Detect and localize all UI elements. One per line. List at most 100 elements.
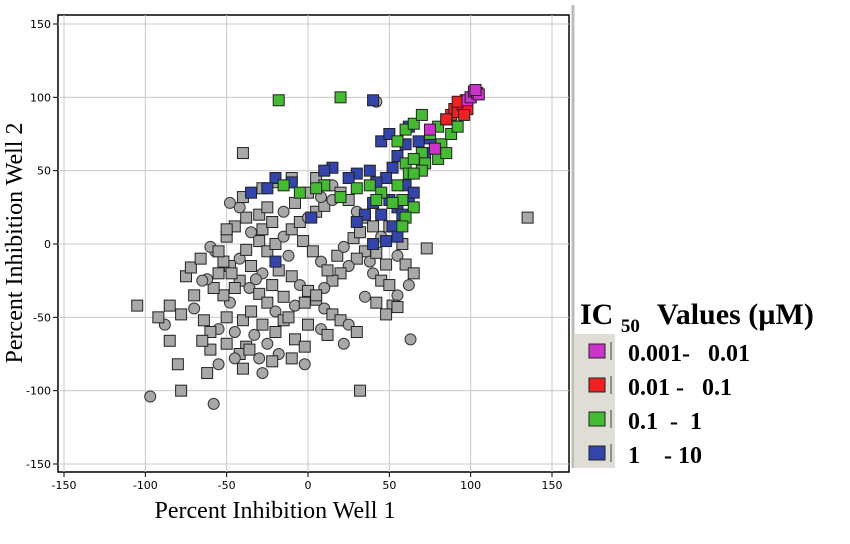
legend: IC 50 Values (µM) 0.001- 0.01 0.01 - 0.1 0… <box>575 298 814 469</box>
data-point-green <box>445 128 458 140</box>
data-point-inactive <box>243 343 256 356</box>
data-point-green <box>293 186 306 199</box>
data-point-blue <box>391 230 404 243</box>
data-point-inactive <box>380 258 393 271</box>
data-point-blue <box>367 238 380 250</box>
data-point-inactive <box>245 305 258 318</box>
data-point-inactive <box>306 245 319 258</box>
data-point-green <box>440 147 453 160</box>
data-point-inactive <box>266 216 279 228</box>
data-point-inactive <box>285 223 298 236</box>
data-point-inactive <box>402 279 415 292</box>
data-point-inactive <box>350 326 363 338</box>
data-point-inactive <box>334 267 347 280</box>
data-point-inactive <box>282 249 295 262</box>
data-point-inactive <box>266 355 279 368</box>
data-point-inactive <box>363 255 376 268</box>
data-point-inactive <box>175 384 188 397</box>
data-point-blue <box>380 235 393 248</box>
data-point-blue <box>269 255 282 268</box>
data-point-inactive <box>321 328 334 341</box>
data-point-inactive <box>240 243 253 256</box>
data-point-inactive <box>310 289 323 302</box>
data-point-inactive <box>321 264 334 277</box>
data-point-blue <box>261 182 274 195</box>
data-point-inactive <box>163 299 176 312</box>
data-point-inactive <box>297 235 310 248</box>
data-point-green <box>370 194 383 206</box>
x-tick-label: 100 <box>460 479 481 492</box>
data-point-blue <box>305 211 318 224</box>
data-point-blue <box>375 135 388 148</box>
data-point-inactive <box>261 337 274 350</box>
data-point-inactive <box>152 311 165 324</box>
data-point-red <box>440 113 453 126</box>
data-point-inactive <box>380 308 393 321</box>
data-point-inactive <box>240 211 253 224</box>
data-point-blue <box>245 186 258 199</box>
data-point-inactive <box>337 240 350 253</box>
legend-swatch <box>588 343 606 359</box>
data-point-inactive <box>223 196 236 209</box>
data-point-inactive <box>261 296 274 309</box>
data-point-inactive <box>212 245 225 258</box>
data-point-inactive <box>288 196 301 209</box>
data-point-inactive <box>201 367 214 380</box>
data-point-green <box>334 91 347 104</box>
data-point-green <box>350 182 363 195</box>
data-point-inactive <box>383 279 396 292</box>
data-point-inactive <box>261 201 274 214</box>
legend-title-values: Values (µM) <box>657 298 814 331</box>
data-point-inactive <box>277 290 290 303</box>
data-point-blue <box>391 150 404 162</box>
data-point-inactive <box>207 397 220 410</box>
data-point-inactive <box>354 384 367 397</box>
data-point-inactive <box>277 205 290 218</box>
y-tick-label: 50 <box>37 165 51 178</box>
data-point-inactive <box>391 289 404 302</box>
data-point-inactive <box>256 223 269 236</box>
data-point-green <box>334 191 347 204</box>
x-tick-label: 0 <box>305 479 312 492</box>
data-point-inactive <box>212 358 225 371</box>
data-point-inactive <box>175 308 188 321</box>
data-point-inactive <box>217 255 230 268</box>
data-point-inactive <box>204 326 217 338</box>
data-point-inactive <box>399 258 412 271</box>
data-point-inactive <box>285 352 298 365</box>
data-point-inactive <box>407 267 420 280</box>
data-point-inactive <box>196 274 209 287</box>
data-point-green <box>391 179 404 192</box>
legend-label: 0.01 - 0.1 <box>628 375 732 401</box>
data-point-blue <box>269 172 282 184</box>
y-tick-label: 0 <box>44 238 51 251</box>
data-point-inactive <box>196 334 209 347</box>
data-point-inactive <box>391 249 404 262</box>
data-point-green <box>415 108 428 121</box>
data-point-inactive <box>184 261 197 274</box>
data-point-inactive <box>266 279 279 292</box>
data-point-inactive <box>315 255 328 268</box>
data-point-green <box>396 220 409 233</box>
data-point-blue <box>375 208 388 221</box>
data-point-inactive <box>188 302 201 315</box>
data-point-inactive <box>233 252 246 265</box>
data-point-inactive <box>220 311 233 324</box>
legend-title-subscript: 50 <box>621 316 640 337</box>
y-tick-label: -50 <box>33 311 51 324</box>
data-point-inactive <box>354 226 367 239</box>
data-points <box>131 84 534 410</box>
data-point-inactive <box>144 390 157 403</box>
data-point-inactive <box>253 352 266 365</box>
data-point-inactive <box>194 252 207 265</box>
data-point-green <box>451 120 464 133</box>
data-point-inactive <box>212 267 225 280</box>
data-point-green <box>310 182 323 195</box>
data-point-inactive <box>288 333 301 346</box>
data-point-green <box>277 179 290 192</box>
y-tick-label: -150 <box>26 458 51 471</box>
data-point-inactive <box>391 301 404 314</box>
y-tick-label: 100 <box>30 91 51 104</box>
data-point-inactive <box>225 267 238 280</box>
data-point-inactive <box>220 223 233 236</box>
